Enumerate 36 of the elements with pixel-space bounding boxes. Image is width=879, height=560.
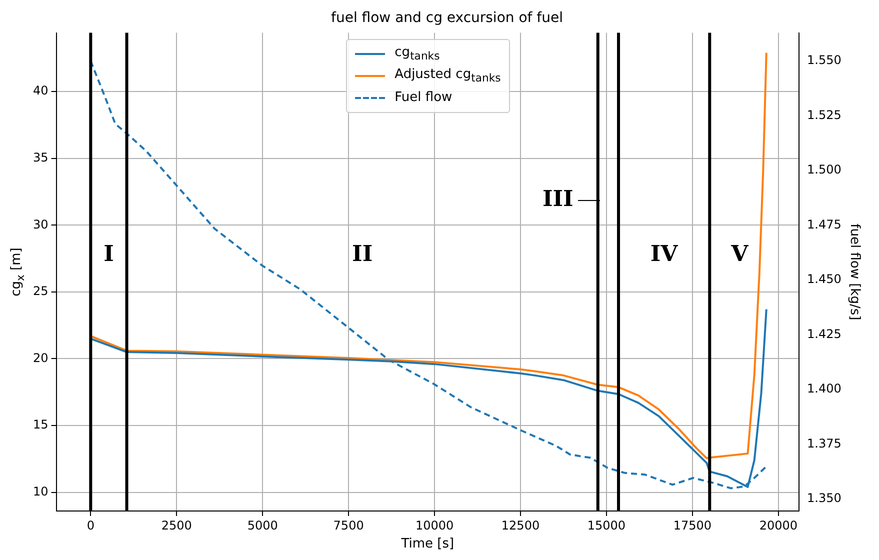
- y2-tick-label: 1.475: [807, 217, 842, 232]
- y2-tick-label: 1.350: [807, 491, 842, 506]
- x-tick-label: 0: [86, 518, 94, 532]
- x-axis-title: Time [s]: [400, 536, 454, 552]
- legend-label: Adjusted cg$_{tanks}$: [394, 67, 501, 85]
- y2-tick-label: 1.525: [807, 108, 842, 122]
- x-tick-label: 2500: [161, 518, 192, 532]
- y-tick-label: 40: [32, 84, 48, 98]
- annotation: V: [730, 240, 750, 267]
- x-tick-label: 7500: [333, 518, 364, 532]
- y-tick-label: 15: [32, 418, 48, 432]
- y-tick-label: 25: [32, 284, 48, 298]
- x-tick-label: 17500: [673, 518, 712, 532]
- y2-tick-label: 1.400: [807, 382, 842, 396]
- annotation: IV: [650, 240, 679, 267]
- legend-label: cg$_{tanks}$: [394, 45, 440, 63]
- annotation: III: [542, 186, 574, 212]
- x-tick-label: 20000: [759, 518, 798, 532]
- y2-tick-label: 1.375: [807, 436, 842, 450]
- y2-tick-label: 1.450: [807, 272, 842, 286]
- y-tick-label: 10: [32, 484, 48, 498]
- chart-title: fuel flow and cg excursion of fuel: [331, 10, 563, 26]
- y2-tick-label: 1.550: [807, 53, 842, 68]
- y-tick-label: 20: [32, 350, 48, 365]
- x-tick-label: 5000: [247, 518, 278, 532]
- y-tick-label: 30: [32, 217, 48, 232]
- x-tick-label: 15000: [587, 518, 626, 532]
- x-tick-label: 10000: [415, 518, 454, 532]
- legend-label: Fuel flow: [394, 90, 452, 106]
- y2-tick-label: 1.425: [807, 326, 842, 341]
- y-tick-label: 35: [32, 150, 48, 164]
- x-tick-label: 12500: [501, 518, 540, 532]
- annotation: I: [104, 240, 114, 267]
- annotation: II: [352, 240, 373, 267]
- y2-axis-title: fuel flow [kg/s]: [846, 224, 862, 320]
- y2-tick-label: 1.500: [807, 162, 842, 177]
